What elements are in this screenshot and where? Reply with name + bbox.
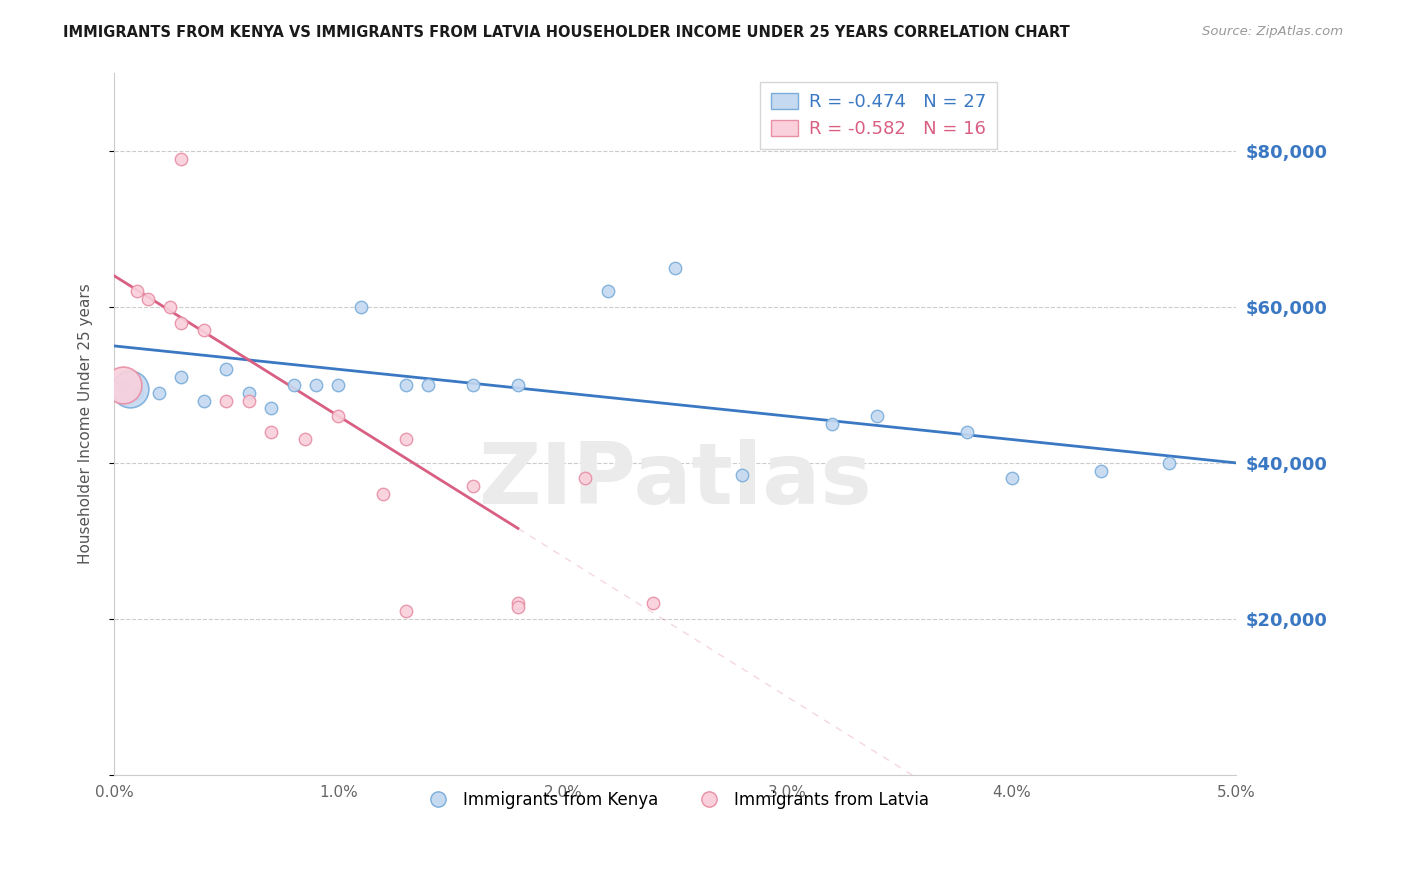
Point <box>641 596 664 610</box>
Point <box>159 300 181 314</box>
Point <box>136 292 159 306</box>
Point <box>215 393 238 408</box>
Point <box>125 385 148 400</box>
Point <box>866 409 889 423</box>
Point <box>328 378 350 392</box>
Point <box>574 471 596 485</box>
Legend: Immigrants from Kenya, Immigrants from Latvia: Immigrants from Kenya, Immigrants from L… <box>415 784 935 815</box>
Point <box>260 401 283 416</box>
Point <box>294 433 316 447</box>
Point <box>821 417 844 431</box>
Y-axis label: Householder Income Under 25 years: Householder Income Under 25 years <box>79 284 93 565</box>
Point <box>461 378 484 392</box>
Point <box>260 425 283 439</box>
Point <box>112 378 135 392</box>
Point <box>305 378 328 392</box>
Point <box>395 604 418 618</box>
Point <box>1157 456 1180 470</box>
Point <box>193 323 215 337</box>
Point <box>418 378 440 392</box>
Point <box>395 378 418 392</box>
Text: ZIPatlas: ZIPatlas <box>478 439 872 522</box>
Point <box>350 300 373 314</box>
Point <box>170 152 193 166</box>
Text: IMMIGRANTS FROM KENYA VS IMMIGRANTS FROM LATVIA HOUSEHOLDER INCOME UNDER 25 YEAR: IMMIGRANTS FROM KENYA VS IMMIGRANTS FROM… <box>63 25 1070 40</box>
Point <box>170 316 193 330</box>
Point <box>170 370 193 384</box>
Point <box>506 600 529 615</box>
Text: Source: ZipAtlas.com: Source: ZipAtlas.com <box>1202 25 1343 38</box>
Point <box>1090 464 1112 478</box>
Point <box>596 285 619 299</box>
Point <box>731 467 754 482</box>
Point <box>125 285 148 299</box>
Point <box>118 382 141 396</box>
Point <box>664 260 686 275</box>
Point <box>238 393 260 408</box>
Point <box>328 409 350 423</box>
Point <box>506 596 529 610</box>
Point <box>193 393 215 408</box>
Point <box>1001 471 1024 485</box>
Point <box>112 378 135 392</box>
Point <box>461 479 484 493</box>
Point <box>283 378 305 392</box>
Point <box>395 433 418 447</box>
Point <box>956 425 979 439</box>
Point <box>215 362 238 376</box>
Point <box>238 385 260 400</box>
Point <box>506 378 529 392</box>
Point <box>373 487 395 501</box>
Point <box>148 385 170 400</box>
